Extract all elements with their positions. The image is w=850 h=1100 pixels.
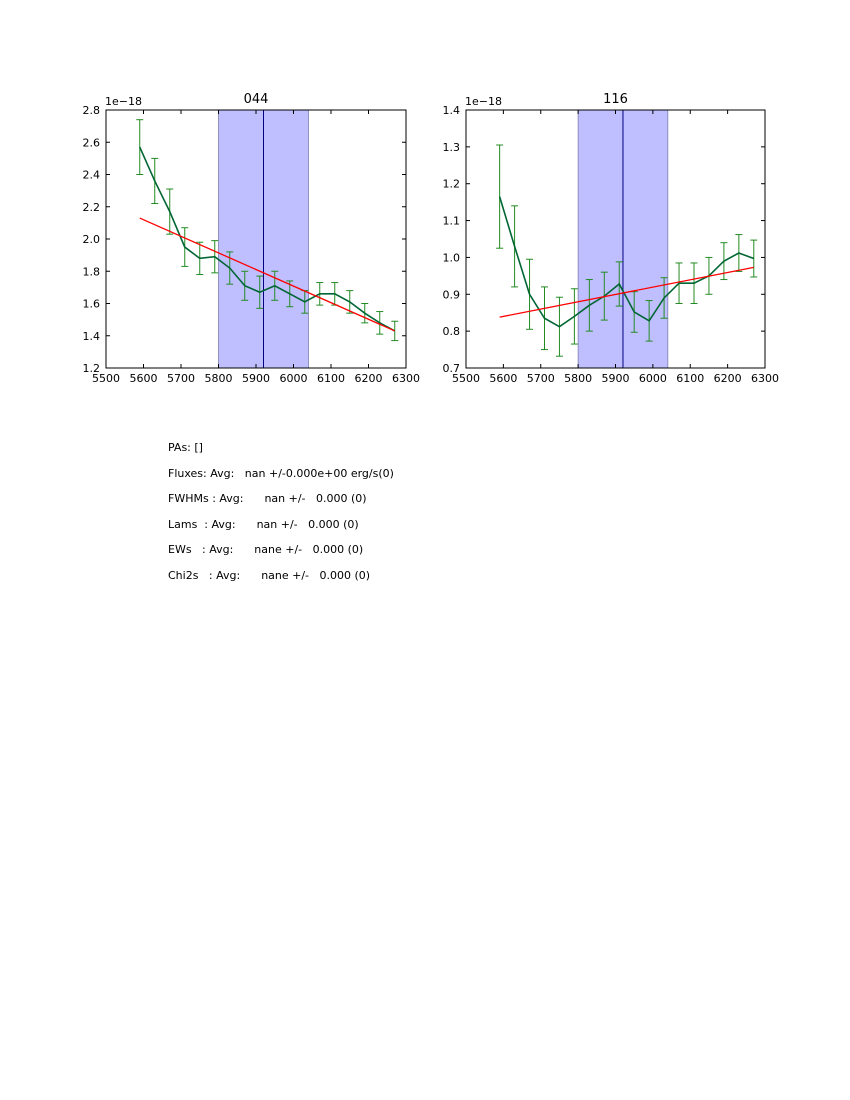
x-tick-label: 5600	[489, 372, 517, 385]
x-tick-label: 6100	[317, 372, 345, 385]
y-tick-label: 1.6	[83, 298, 101, 311]
stats-ews: EWs : Avg: nane +/- 0.000 (0)	[168, 543, 364, 557]
y-tick-label: 1.2	[443, 178, 461, 191]
chart-panel-044: 5500 5600 5700 5800 5900 6000 6100 6200 6300 1.2 1…	[83, 92, 421, 385]
x-tick-label: 6000	[639, 372, 667, 385]
y-offset-label: 1e−18	[465, 95, 502, 108]
chart-title: 044	[244, 92, 269, 107]
error-bar	[750, 239, 758, 278]
x-tick-label: 5800	[205, 372, 233, 385]
y-tick-label: 2.6	[83, 136, 101, 149]
chart-title: 116	[603, 92, 628, 107]
y-tick-label: 2.8	[83, 104, 101, 117]
x-tick-label: 5500	[92, 372, 120, 385]
y-tick-label: 1.4	[83, 330, 101, 343]
y-tick-label: 1.3	[443, 141, 461, 154]
x-tick-label: 6200	[355, 372, 383, 385]
stats-pas: PAs: []	[168, 441, 203, 454]
x-tick-label: 6000	[280, 372, 308, 385]
x-tick-label: 5500	[452, 372, 480, 385]
stats-fluxes: Fluxes: Avg: nan +/-0.000e+00 erg/s(0)	[168, 466, 394, 480]
x-tick-label: 6300	[751, 372, 779, 385]
chart-panel-116: 5500 5600 5700 5800 5900 6000 6100 6200 6300 0.7 0…	[443, 92, 780, 385]
y-tick-label: 0.7	[443, 362, 461, 375]
series-spectrum	[139, 146, 396, 332]
y-tick-label: 0.9	[443, 288, 461, 301]
y-tick-label: 0.8	[443, 325, 461, 338]
y-tick-label: 1.2	[83, 362, 101, 375]
y-tick-label: 1.0	[443, 251, 461, 264]
x-tick-label: 6200	[714, 372, 742, 385]
x-tick-label: 5600	[130, 372, 158, 385]
x-tick-label: 5700	[167, 372, 195, 385]
series-spectrum	[498, 196, 755, 328]
stats-panel: PAs: [] Fluxes: Avg: nan +/-0.000e+00 er…	[168, 435, 394, 589]
x-tick-label: 5800	[564, 372, 592, 385]
stats-chi2s: Chi2s : Avg: nane +/- 0.000 (0)	[168, 568, 371, 582]
x-tick-label: 6100	[676, 372, 704, 385]
x-tick-label: 5900	[602, 372, 630, 385]
series-continuum-fit	[139, 217, 396, 332]
x-tick-label: 5700	[527, 372, 555, 385]
stats-fwhms: FWHMs : Avg: nan +/- 0.000 (0)	[168, 492, 367, 506]
stats-lams: Lams : Avg: nan +/- 0.000 (0)	[168, 517, 359, 531]
y-tick-label: 2.2	[83, 201, 101, 214]
y-offset-label: 1e−18	[105, 95, 142, 108]
x-tick-label: 6300	[392, 372, 420, 385]
series-continuum-fit	[499, 266, 754, 318]
y-tick-label: 2.0	[83, 233, 101, 246]
y-tick-label: 1.8	[83, 265, 101, 278]
y-tick-label: 1.1	[443, 215, 461, 228]
y-tick-label: 1.4	[443, 104, 461, 117]
x-tick-label: 5900	[242, 372, 270, 385]
y-tick-label: 2.4	[83, 169, 101, 182]
